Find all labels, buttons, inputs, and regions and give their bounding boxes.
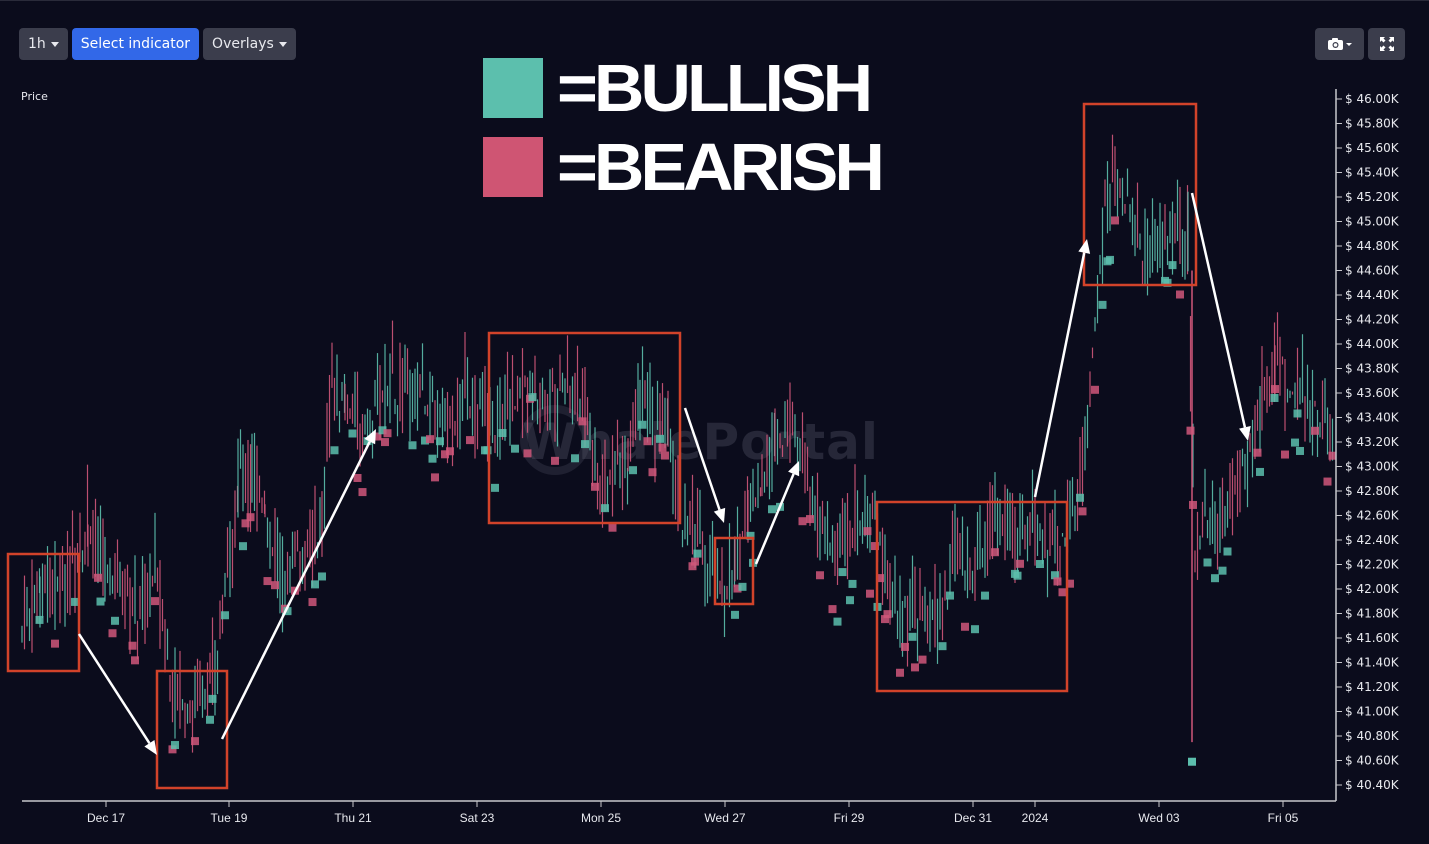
svg-text:$ 40.80K: $ 40.80K	[1345, 729, 1400, 743]
svg-text:2024: 2024	[1022, 811, 1049, 825]
y-axis: $ 46.00K $ 45.80K $ 45.60K $ 45.40K $ 45.20K…	[1335, 89, 1400, 801]
svg-text:Thu 21: Thu 21	[334, 811, 372, 825]
svg-text:$ 44.40K: $ 44.40K	[1345, 288, 1400, 302]
select-indicator-label: Select indicator	[80, 36, 191, 52]
svg-text:$ 42.40K: $ 42.40K	[1345, 533, 1400, 547]
screenshot-dropdown-button[interactable]	[1315, 28, 1364, 60]
svg-text:Fri 05: Fri 05	[1268, 811, 1299, 825]
svg-text:$ 41.40K: $ 41.40K	[1345, 656, 1400, 670]
svg-text:$ 45.40K: $ 45.40K	[1345, 166, 1400, 180]
svg-text:Fri 29: Fri 29	[834, 811, 865, 825]
svg-text:$ 42.00K: $ 42.00K	[1345, 582, 1400, 596]
svg-text:$ 43.00K: $ 43.00K	[1345, 460, 1400, 474]
legend-item-bullish: =BULLISH	[483, 50, 881, 126]
interval-dropdown[interactable]: 1h	[19, 28, 68, 60]
svg-text:Dec 17: Dec 17	[87, 811, 125, 825]
svg-text:Wed 27: Wed 27	[704, 811, 745, 825]
svg-text:$ 42.80K: $ 42.80K	[1345, 484, 1400, 498]
camera-icon	[1327, 38, 1352, 50]
interval-label: 1h	[28, 36, 46, 52]
svg-text:$ 44.60K: $ 44.60K	[1345, 264, 1400, 278]
candlestick-series	[21, 134, 1334, 753]
signal-markers	[35, 216, 1337, 766]
svg-text:$ 41.80K: $ 41.80K	[1345, 607, 1400, 621]
expand-icon	[1379, 37, 1394, 51]
svg-text:$ 45.80K: $ 45.80K	[1345, 117, 1400, 131]
bearish-swatch	[483, 137, 543, 197]
overlays-label: Overlays	[212, 36, 274, 52]
svg-text:Wed 03: Wed 03	[1138, 811, 1179, 825]
svg-text:Tue 19: Tue 19	[211, 811, 248, 825]
legend-item-bearish: =BEARISH	[483, 129, 885, 205]
legend-label-bullish: =BULLISH	[557, 50, 873, 126]
legend-label-bearish: =BEARISH	[557, 129, 885, 205]
svg-text:$ 44.20K: $ 44.20K	[1345, 313, 1400, 327]
svg-text:$ 43.20K: $ 43.20K	[1345, 435, 1400, 449]
pane-title: Price	[21, 90, 48, 103]
highlight-boxes	[6, 102, 1198, 790]
svg-text:$ 46.00K: $ 46.00K	[1345, 92, 1400, 106]
chart-toolbar: 1h Select indicator Overlays	[19, 28, 296, 60]
svg-text:$ 40.60K: $ 40.60K	[1345, 754, 1400, 768]
overlays-dropdown[interactable]: Overlays	[203, 28, 296, 60]
svg-text:$ 42.60K: $ 42.60K	[1345, 509, 1400, 523]
svg-text:Sat 23: Sat 23	[460, 811, 495, 825]
svg-text:$ 43.40K: $ 43.40K	[1345, 411, 1400, 425]
svg-text:$ 43.80K: $ 43.80K	[1345, 362, 1400, 376]
legend: =BULLISH =BEARISH	[483, 50, 885, 216]
svg-text:Dec 31: Dec 31	[954, 811, 992, 825]
svg-text:$ 42.20K: $ 42.20K	[1345, 558, 1400, 572]
svg-text:$ 45.20K: $ 45.20K	[1345, 190, 1400, 204]
svg-text:$ 45.60K: $ 45.60K	[1345, 141, 1400, 155]
svg-text:$ 43.60K: $ 43.60K	[1345, 386, 1400, 400]
fullscreen-button[interactable]	[1368, 28, 1405, 60]
select-indicator-button[interactable]: Select indicator	[71, 28, 200, 60]
caret-down-icon	[278, 41, 287, 47]
svg-text:$ 44.80K: $ 44.80K	[1345, 239, 1400, 253]
bullish-swatch	[483, 58, 543, 118]
svg-text:$ 41.20K: $ 41.20K	[1345, 680, 1400, 694]
right-toolbar	[1315, 28, 1405, 60]
x-axis: Dec 17 Tue 19 Thu 21 Sat 23 Mon 25 Wed 27 Fri …	[22, 800, 1336, 825]
svg-text:$ 45.00K: $ 45.00K	[1345, 215, 1400, 229]
caret-down-icon	[50, 41, 59, 47]
annotation-arrows	[77, 192, 1251, 755]
svg-text:$ 44.00K: $ 44.00K	[1345, 337, 1400, 351]
svg-text:$ 41.00K: $ 41.00K	[1345, 705, 1400, 719]
svg-text:Mon 25: Mon 25	[581, 811, 621, 825]
svg-text:$ 41.60K: $ 41.60K	[1345, 631, 1400, 645]
svg-text:$ 40.40K: $ 40.40K	[1345, 778, 1400, 792]
